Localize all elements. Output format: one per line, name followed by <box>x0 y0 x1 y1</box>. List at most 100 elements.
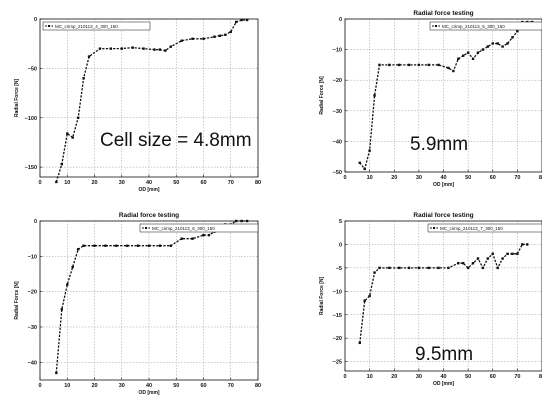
y-tick-label: 0 <box>339 242 342 248</box>
data-point <box>104 244 107 247</box>
data-point <box>373 271 376 274</box>
y-axis-label: Radial Force [N] <box>14 78 20 117</box>
legend-marker-swatch <box>433 227 435 229</box>
data-point <box>245 219 249 223</box>
chart-panel-2: Radial force testing 0 10 20 30 40 50 60 70 80 0 −1… <box>319 10 542 188</box>
data-point <box>486 257 490 260</box>
x-tick-label: 0 <box>38 383 41 389</box>
data-point <box>407 266 411 270</box>
y-tick-label: −20 <box>333 336 342 342</box>
data-point <box>191 237 194 240</box>
data-point <box>506 42 509 45</box>
x-tick-label: 50 <box>173 180 179 186</box>
cell-size-annotation: Cell size = 4.8mm <box>100 130 252 151</box>
y-tick-label: −40 <box>333 139 342 145</box>
legend-marker-swatch <box>145 227 147 229</box>
data-point <box>142 47 145 50</box>
data-point <box>71 265 74 269</box>
legend-marker-swatch <box>435 25 437 27</box>
data-point <box>373 94 376 97</box>
data-point <box>476 51 480 54</box>
data-point <box>466 266 470 270</box>
data-point <box>109 47 113 50</box>
x-tick-label: 80 <box>539 374 542 380</box>
data-point <box>417 266 421 270</box>
data-point <box>476 257 480 260</box>
y-tick-label: −50 <box>28 66 37 72</box>
data-point <box>471 57 475 60</box>
data-point <box>501 45 504 48</box>
x-tick-label: 50 <box>173 383 179 389</box>
data-point <box>427 63 430 67</box>
data-point <box>66 283 69 286</box>
data-point <box>437 63 440 67</box>
data-point <box>511 252 514 256</box>
data-point <box>240 219 243 223</box>
y-tick-label: −20 <box>28 290 37 296</box>
data-point <box>496 266 499 270</box>
y-tick-label: −30 <box>28 325 37 331</box>
data-point <box>82 77 85 80</box>
data-point <box>218 34 222 37</box>
x-tick-label: 80 <box>255 180 261 186</box>
legend-box <box>427 223 542 233</box>
legend-label: MC_crimp_210113_5_300_150 <box>442 24 505 29</box>
data-point <box>388 63 391 67</box>
x-tick-label: 0 <box>38 180 41 186</box>
series-line <box>359 243 528 343</box>
x-tick-label: 80 <box>255 383 261 389</box>
x-tick-label: 50 <box>465 374 471 380</box>
x-tick-label: 0 <box>343 175 346 181</box>
y-tick-label: 0 <box>34 17 37 23</box>
data-point <box>158 244 162 247</box>
data-point <box>521 243 524 246</box>
data-point <box>496 42 499 45</box>
data-point <box>368 294 371 298</box>
series-line <box>55 220 248 373</box>
y-tick-label: −10 <box>28 254 37 260</box>
data-point <box>136 244 140 247</box>
data-point <box>180 237 183 240</box>
data-point <box>368 149 371 152</box>
x-tick-label: 10 <box>64 383 70 389</box>
x-axis-label: OD [mm] <box>138 390 159 395</box>
data-point <box>245 18 249 22</box>
data-point <box>169 45 172 48</box>
data-point <box>126 244 129 247</box>
data-point <box>229 30 232 34</box>
legend-box <box>139 223 259 233</box>
legend-label: MC_crimp_210113_4_300_150 <box>55 24 118 29</box>
legend-box <box>429 21 542 31</box>
data-point <box>427 266 430 270</box>
x-tick-label: 30 <box>416 374 422 380</box>
data-point <box>491 252 494 256</box>
x-tick-label: 20 <box>391 175 397 181</box>
data-point <box>363 167 366 171</box>
data-point <box>358 341 361 345</box>
data-point <box>511 36 514 39</box>
legend-marker-swatch <box>48 25 50 27</box>
legend-label: MC_crimp_210113_6_300_150 <box>152 226 215 231</box>
x-tick-label: 80 <box>539 175 542 181</box>
y-tick-label: −150 <box>25 165 37 171</box>
data-point <box>60 162 63 166</box>
y-axis-label: Radial Force [N] <box>319 276 325 315</box>
x-axis-label: OD [mm] <box>138 187 159 193</box>
data-point <box>466 51 470 54</box>
data-point <box>169 244 172 247</box>
y-axis-label: Radial Force [N] <box>14 281 20 320</box>
data-point <box>93 244 96 247</box>
data-point <box>516 252 519 256</box>
data-point <box>452 69 455 73</box>
chart-panel-3: Radial force testing 0 10 20 30 40 50 60 70 80 0 −1… <box>14 212 261 395</box>
data-point <box>457 261 460 265</box>
x-tick-label: 60 <box>200 383 206 389</box>
chart-title: Radial force testing <box>413 10 473 17</box>
data-point <box>437 266 440 270</box>
y-tick-label: −10 <box>333 289 342 295</box>
x-tick-label: 0 <box>343 374 346 380</box>
data-point <box>501 257 504 260</box>
data-point <box>55 371 58 375</box>
data-point <box>388 266 391 270</box>
x-tick-label: 20 <box>391 374 397 380</box>
